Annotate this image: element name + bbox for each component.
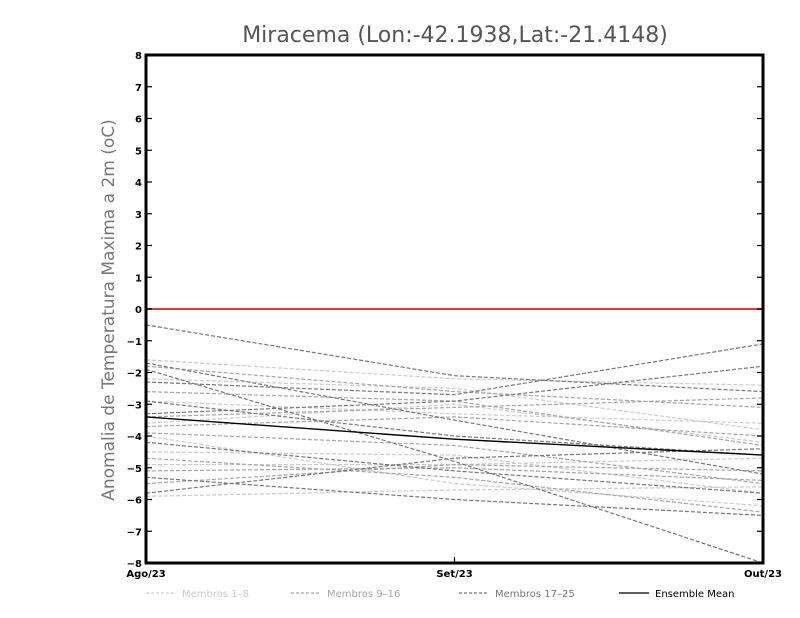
member-line-15	[145, 416, 764, 437]
member-line-10	[145, 397, 764, 418]
member-line-1	[145, 359, 764, 386]
y-tick-label: −4	[127, 432, 142, 443]
y-tick-label: 4	[135, 178, 142, 189]
legend: Membros 1–8 Membros 9–16 Membros 17–25 Ense…	[146, 589, 734, 600]
y-tick-label: 3	[135, 210, 142, 221]
ensemble-mean-line	[145, 416, 764, 456]
y-tick-label: −1	[127, 337, 142, 348]
x-tick-label: Set/23	[436, 569, 472, 580]
y-tick-label: 8	[135, 51, 142, 62]
member-line-24	[145, 362, 764, 475]
y-axis-label: Anomalia de Temperatura Maxima a 2m (oC)	[99, 119, 119, 501]
y-tick-label: 5	[135, 146, 142, 157]
y-tick-label: −8	[127, 559, 142, 570]
legend-label: Membros 17–25	[495, 589, 575, 600]
y-tick-label: −3	[127, 400, 142, 411]
member-line-4	[145, 451, 764, 494]
legend-label: Ensemble Mean	[655, 589, 734, 600]
y-tick-label: 2	[135, 242, 142, 253]
y-tick-label: 0	[135, 305, 142, 316]
member-line-7	[145, 486, 764, 497]
y-tick-label: −7	[127, 527, 142, 538]
y-tick-label: −6	[127, 496, 142, 507]
chart-title: Miracema (Lon:-42.1938,Lat:-21.4148)	[242, 23, 668, 48]
x-tick-label: Out/23	[744, 569, 782, 580]
member-line-13	[145, 463, 764, 485]
member-line-9	[145, 365, 764, 408]
member-line-25	[145, 400, 764, 456]
member-line-18	[145, 368, 764, 564]
plot-lines	[145, 308, 764, 564]
member-line-11	[145, 432, 764, 485]
member-line-23	[145, 476, 764, 516]
y-tick-label: 6	[135, 115, 142, 126]
y-axis-ticks: 8 7 6 5 4 3 2 1 0 −1 −2 −3 −4 −5 −6 −7 −8	[127, 51, 763, 570]
y-tick-label: −2	[127, 369, 142, 380]
x-axis-ticks: Ago/23 Set/23 Out/23	[126, 557, 782, 580]
member-line-3	[145, 403, 764, 443]
y-tick-label: 1	[135, 273, 142, 284]
member-line-16	[145, 467, 764, 481]
member-line-19	[145, 343, 764, 396]
member-line-12	[145, 457, 764, 513]
member-line-20	[145, 365, 764, 415]
member-line-8	[145, 400, 764, 424]
member-line-17	[145, 324, 764, 393]
y-tick-label: 7	[135, 83, 142, 94]
x-tick-label: Ago/23	[126, 569, 165, 580]
y-tick-label: −5	[127, 464, 142, 475]
legend-label: Membros 9–16	[327, 589, 400, 600]
member-line-22	[145, 448, 764, 494]
member-line-21	[145, 441, 764, 494]
legend-label: Membros 1–8	[182, 589, 249, 600]
member-line-14	[145, 391, 764, 447]
